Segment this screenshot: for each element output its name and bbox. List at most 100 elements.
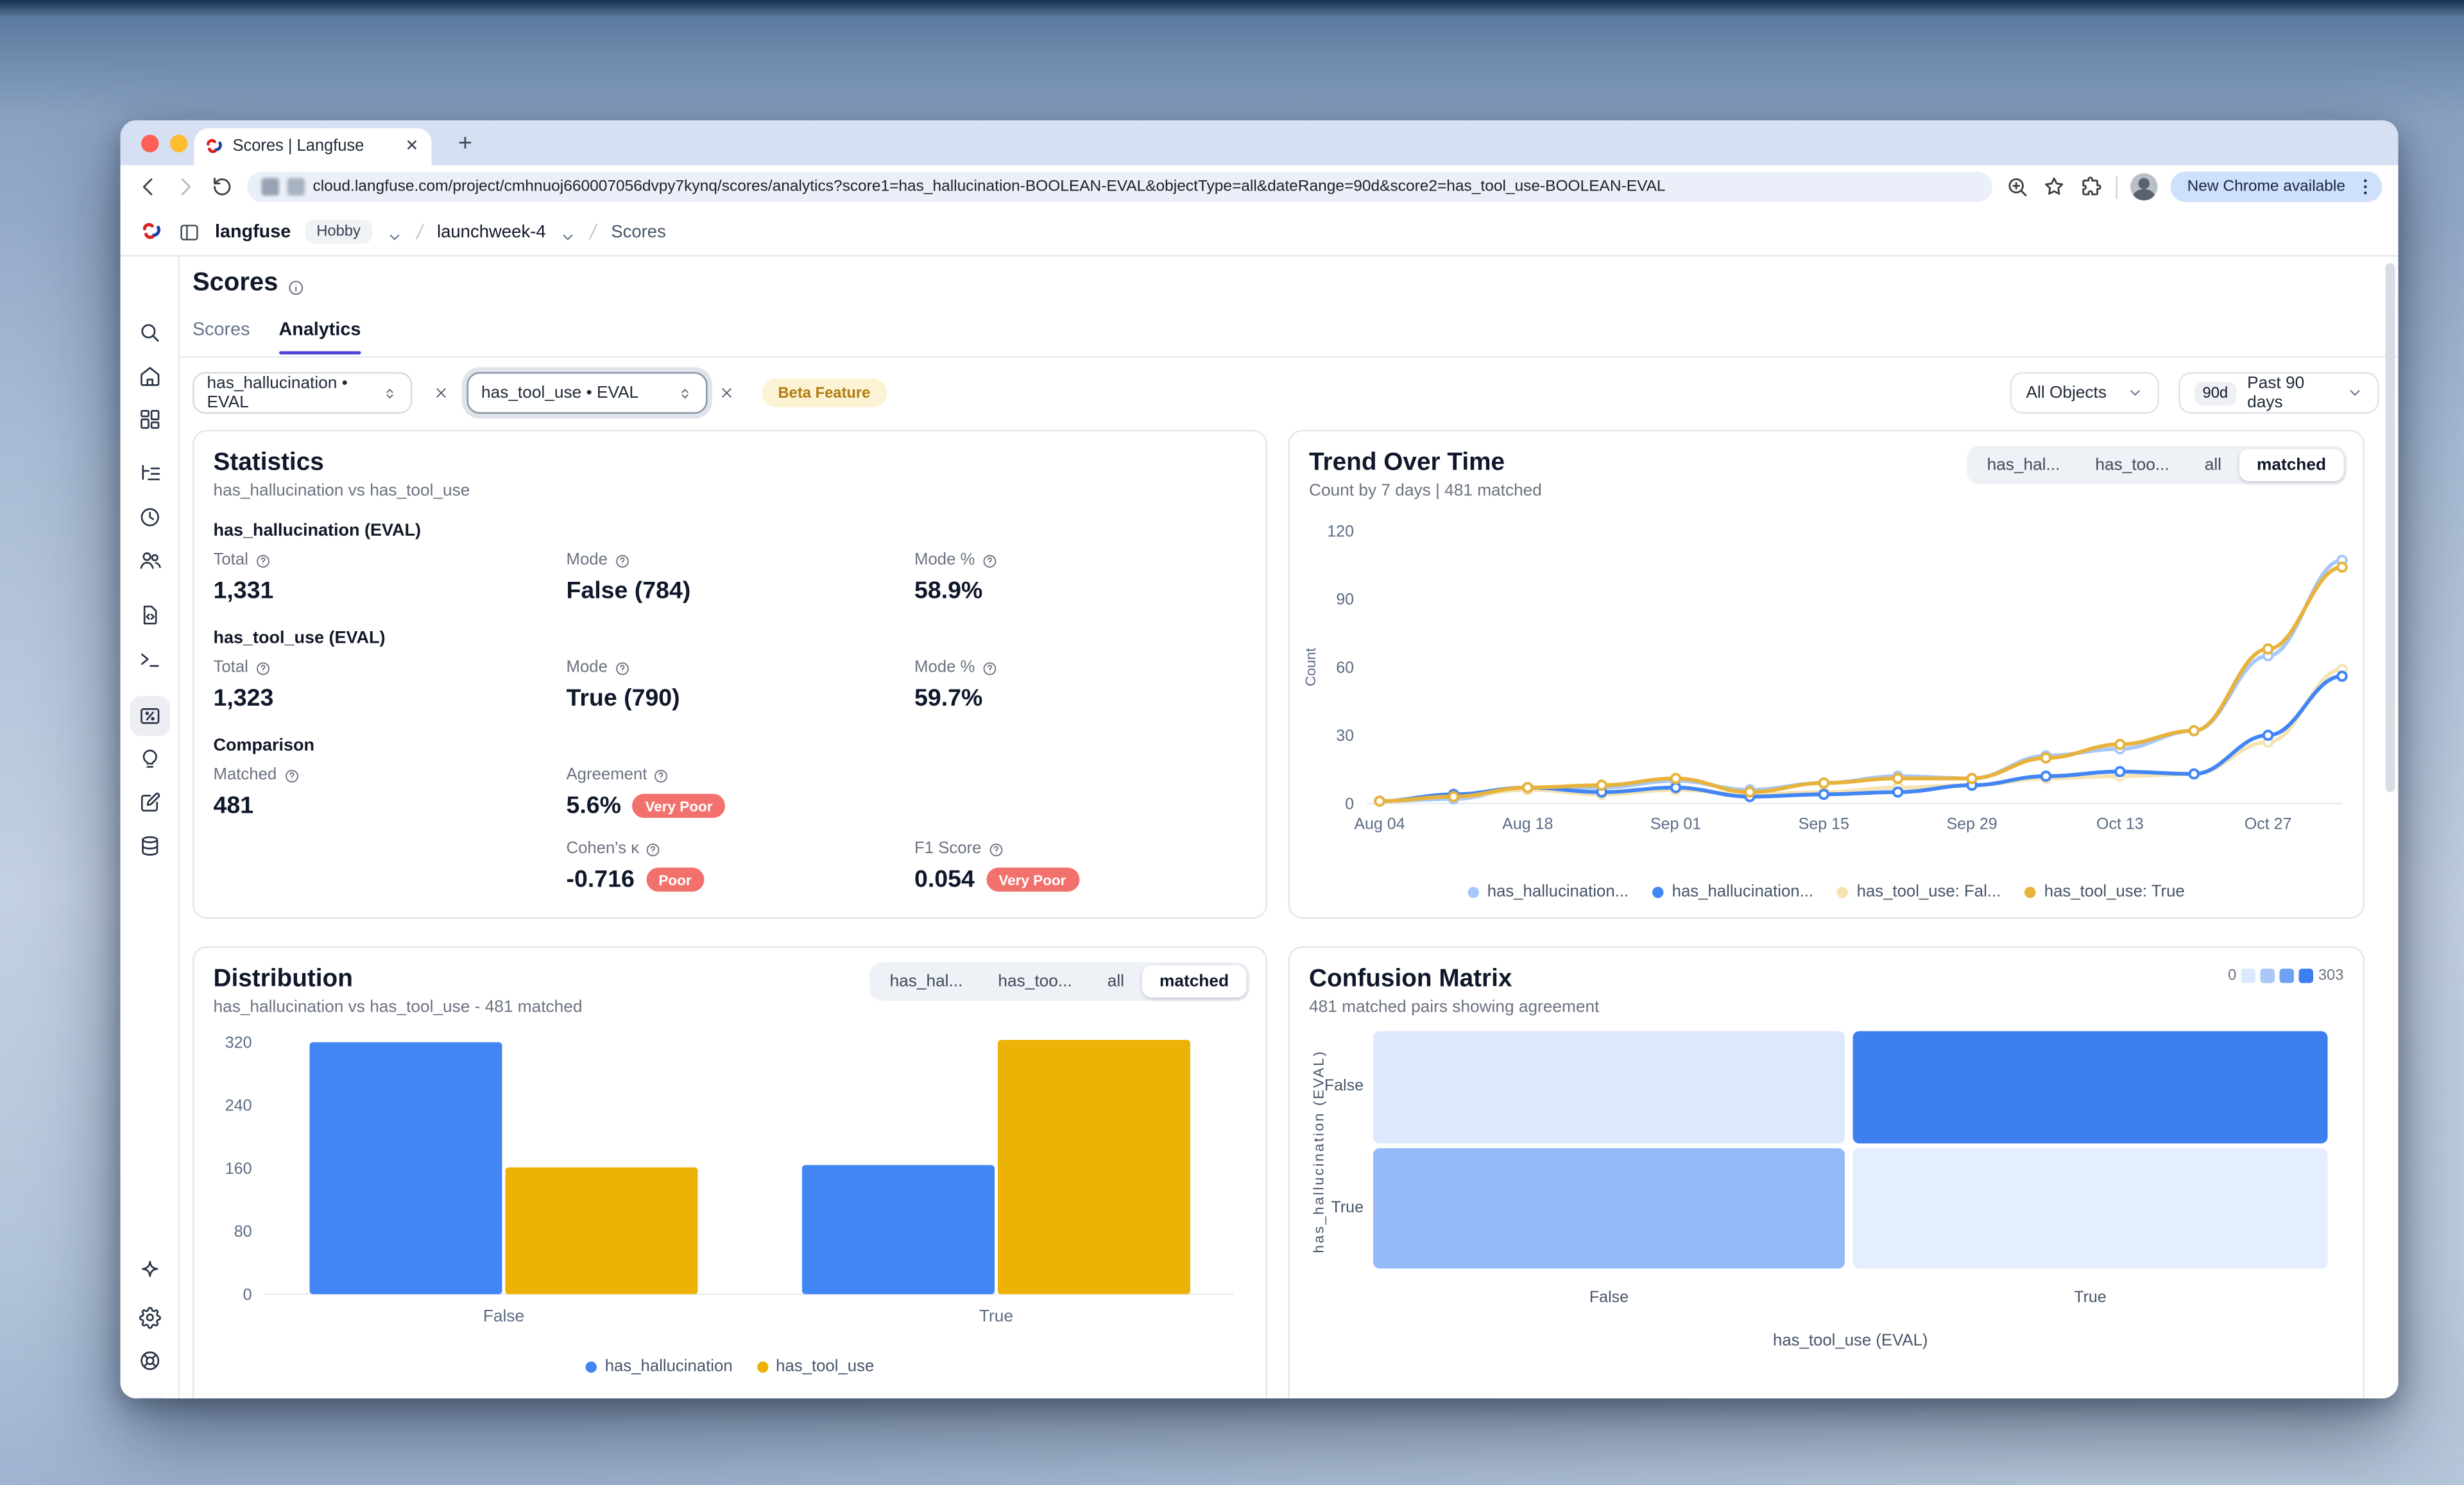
sidebar-item-support[interactable]: [130, 1341, 171, 1381]
browser-tab[interactable]: Scores | Langfuse ✕: [194, 128, 432, 165]
help-icon: [655, 768, 668, 782]
confusion-subtitle: 481 matched pairs showing agreement: [1309, 997, 1600, 1017]
metric-label: Total: [214, 659, 567, 677]
help-icon[interactable]: [255, 660, 271, 676]
metric-label-text: F1 Score: [914, 840, 982, 858]
tab-scores[interactable]: Scores: [193, 321, 250, 340]
bookmark-star-icon[interactable]: [2043, 175, 2067, 199]
help-icon[interactable]: [988, 841, 1004, 857]
extensions-puzzle-icon[interactable]: [2080, 175, 2104, 199]
minimize-window-button[interactable]: [170, 135, 188, 153]
scale-swatch: [2260, 969, 2275, 983]
metric-label-text: Mode %: [914, 552, 975, 570]
toggle-matched[interactable]: matched: [2239, 449, 2344, 481]
sidebar-item-sessions[interactable]: [130, 497, 171, 538]
sidebar-item-home[interactable]: [130, 356, 171, 396]
trend-point: [2336, 670, 2348, 682]
sidebar-item-search[interactable]: [130, 313, 171, 353]
toggle-has-too-[interactable]: has_too...: [2095, 455, 2169, 475]
stat-metric-grid: Total 1,331 Mode False (784) Mode % 58.9%: [214, 552, 1247, 605]
zoom-in-icon[interactable]: [2006, 175, 2030, 199]
langfuse-logo-icon[interactable]: [140, 220, 164, 244]
kebab-menu-icon[interactable]: [2355, 176, 2376, 198]
forward-icon[interactable]: [173, 175, 198, 199]
metric: Matched 481: [214, 767, 567, 820]
score2-select[interactable]: has_tool_use • EVAL: [466, 372, 708, 414]
help-icon[interactable]: [255, 552, 271, 568]
toggle-has-hal-[interactable]: has_hal...: [1987, 455, 2060, 475]
project-chevron-down-icon[interactable]: [560, 224, 576, 240]
new-tab-button[interactable]: +: [458, 130, 472, 158]
remove-score1-icon[interactable]: [433, 380, 456, 403]
breadcrumb-separator: /: [588, 219, 599, 244]
help-icon[interactable]: [614, 660, 630, 676]
profile-avatar[interactable]: [2131, 173, 2159, 201]
trend-point: [2336, 561, 2348, 573]
object-type-select[interactable]: All Objects: [2010, 372, 2159, 414]
breadcrumb-project[interactable]: launchweek-4: [436, 222, 546, 242]
sidebar-item-settings[interactable]: [130, 1298, 171, 1338]
help-icon[interactable]: [614, 552, 630, 568]
sidebar-item-scores[interactable]: [130, 696, 170, 736]
stat-section-heading: has_tool_use (EVAL): [213, 629, 386, 648]
reload-icon[interactable]: [210, 175, 235, 199]
chrome-update-pill[interactable]: New Chrome available: [2171, 171, 2383, 202]
remove-score2-icon[interactable]: [719, 380, 741, 403]
sidebar-item-insights[interactable]: [130, 740, 171, 780]
toggle-has-too-[interactable]: has_too...: [998, 972, 1072, 991]
help-icon[interactable]: [981, 552, 997, 568]
cm-cell-True-True[interactable]: [1852, 1148, 2328, 1269]
metric-value-text: 5.6%: [566, 792, 622, 820]
toggle-matched[interactable]: matched: [1142, 965, 1247, 997]
x-tick-label: Sep 29: [1946, 815, 1997, 833]
cm-cell-True-False[interactable]: [1373, 1148, 1845, 1269]
sidebar-item-users[interactable]: [130, 541, 171, 581]
help-icon[interactable]: [981, 660, 997, 676]
toggle-all[interactable]: all: [1107, 972, 1125, 991]
toggle-has-hal-[interactable]: has_hal...: [889, 972, 963, 991]
help-icon[interactable]: [646, 841, 662, 857]
support-icon: [141, 1351, 160, 1370]
url-bar[interactable]: cloud.langfuse.com/project/cmhnuoj660007…: [247, 171, 1994, 202]
sidebar-item-sparkle[interactable]: [130, 1251, 171, 1291]
toggle-all[interactable]: all: [2204, 455, 2222, 475]
date-shortcut-badge[interactable]: 90d: [2194, 380, 2236, 405]
org-chevron-down-icon[interactable]: [386, 224, 402, 240]
close-window-button[interactable]: [141, 135, 159, 153]
score1-select[interactable]: has_hallucination • EVAL: [193, 372, 413, 414]
sidebar-item-prompts[interactable]: [130, 595, 171, 636]
tab-analytics[interactable]: Analytics: [278, 321, 361, 355]
legend-dot: [585, 1361, 597, 1373]
legend-label: has_tool_use: [776, 1358, 875, 1377]
help-icon[interactable]: [653, 767, 669, 783]
metric: Mode % 59.7%: [914, 659, 1247, 712]
trend-subtitle: Count by 7 days | 481 matched: [1309, 481, 1542, 500]
url-text[interactable]: cloud.langfuse.com/project/cmhnuoj660007…: [312, 178, 1666, 196]
cm-cell-False-True[interactable]: [1852, 1031, 2328, 1144]
quality-badge: Very Poor: [632, 793, 726, 818]
info-icon[interactable]: [287, 275, 305, 294]
date-range-select[interactable]: 90d Past 90 days: [2178, 372, 2379, 414]
tab-close-icon[interactable]: ✕: [405, 138, 419, 156]
page-scrollbar[interactable]: [2385, 263, 2395, 792]
sidebar-item-tracing[interactable]: [130, 454, 171, 495]
sidebar-item-dashboards[interactable]: [130, 400, 171, 440]
cm-cell-False-False[interactable]: [1373, 1031, 1845, 1144]
help-icon: [983, 554, 996, 567]
x-tick-label: Sep 01: [1650, 815, 1701, 833]
home-icon: [141, 367, 160, 386]
sidebar-item-annotation[interactable]: [130, 783, 171, 823]
help-icon[interactable]: [283, 767, 299, 783]
trend-legend: has_hallucination... has_hallucination...…: [1290, 884, 2363, 901]
legend-item: has_hallucination: [585, 1359, 733, 1376]
user-avatar[interactable]: M: [128, 1396, 172, 1398]
sidebar-toggle-icon[interactable]: [178, 221, 201, 243]
metric-label: Cohen's κ: [567, 840, 915, 858]
trend-view-toggle: has_hal... has_too... all matched: [1966, 446, 2347, 484]
help-icon: [256, 661, 270, 675]
sidebar-item-playground[interactable]: [130, 640, 171, 681]
back-icon[interactable]: [137, 175, 161, 199]
legend-item: has_tool_use: Fal...: [1837, 884, 2001, 901]
org-name[interactable]: langfuse: [215, 222, 291, 242]
sidebar-item-datasets[interactable]: [130, 826, 171, 867]
